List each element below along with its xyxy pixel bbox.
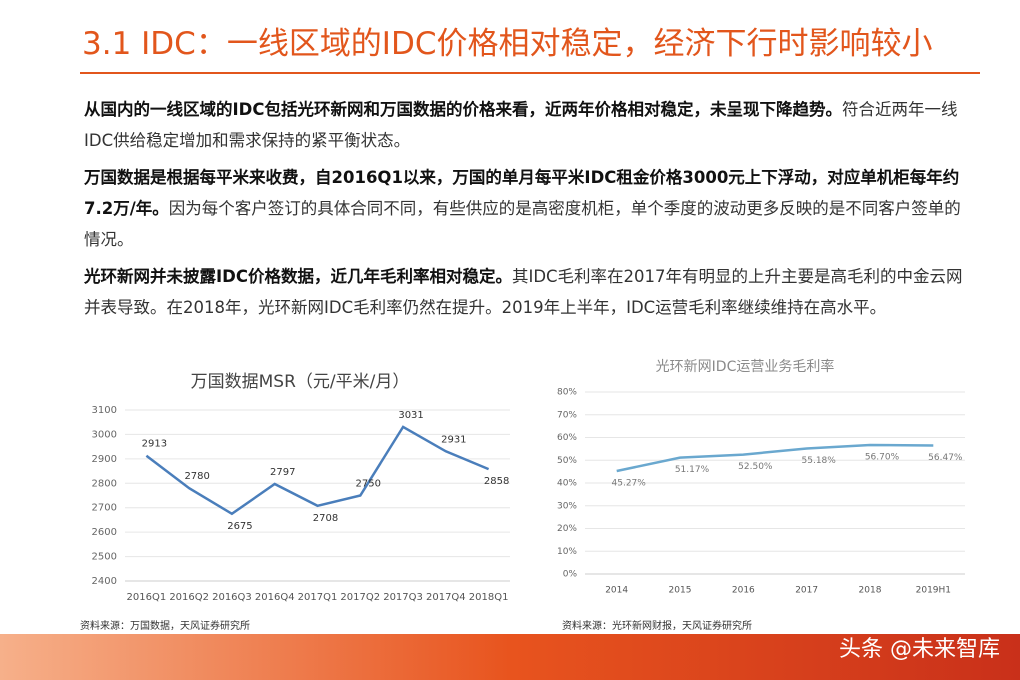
y-tick-label: 2500	[92, 552, 117, 563]
x-tick-label: 2017Q4	[426, 592, 466, 603]
x-tick-label: 2017Q3	[383, 592, 423, 603]
paragraph: 从国内的一线区域的IDC包括光环新网和万国数据的价格来看，近两年价格相对稳定，未…	[84, 94, 964, 156]
y-tick-label: 10%	[557, 547, 577, 557]
source-note: 资料来源：光环新网财报，天风证券研究所	[562, 619, 752, 632]
data-label: 52.50%	[738, 462, 773, 472]
y-tick-label: 3100	[92, 405, 117, 416]
y-tick-label: 0%	[563, 570, 578, 580]
y-tick-label: 50%	[557, 456, 577, 466]
y-tick-label: 20%	[557, 524, 577, 534]
x-tick-label: 2016Q4	[255, 592, 295, 603]
data-label: 55.18%	[802, 456, 837, 466]
data-label: 45.27%	[612, 479, 647, 489]
y-tick-label: 3000	[92, 429, 117, 440]
line-series	[145, 425, 490, 516]
x-tick-label: 2016Q1	[127, 592, 167, 603]
y-tick-label: 30%	[557, 501, 577, 511]
paragraph: 光环新网并未披露IDC价格数据，近几年毛利率相对稳定。其IDC毛利率在2017年…	[84, 261, 964, 323]
x-tick-label: 2016	[732, 586, 755, 596]
y-tick-label: 2400	[92, 576, 117, 587]
y-tick-label: 60%	[557, 433, 577, 443]
text: 符合近两年一线IDC供给稳定增加和需求保持的紧平衡状态。	[84, 100, 958, 150]
paragraph: 万国数据是根据每平米来收费，自2016Q1以来，万国的单月每平米IDC租金价格3…	[84, 162, 964, 255]
data-label: 2675	[227, 521, 252, 532]
x-tick-label: 2018Q1	[469, 592, 509, 603]
y-tick-label: 2600	[92, 527, 117, 538]
slide-title: 3.1 IDC：一线区域的IDC价格相对稳定，经济下行时影响较小	[82, 26, 933, 62]
y-tick-label: 2900	[92, 454, 117, 465]
x-tick-label: 2016Q3	[212, 592, 252, 603]
x-tick-label: 2019H1	[916, 586, 951, 596]
chart-title: 万国数据MSR（元/平米/月）	[191, 372, 410, 392]
data-label: 2913	[142, 439, 167, 450]
footer-band	[0, 634, 1020, 680]
data-label: 56.47%	[928, 453, 963, 463]
x-tick-label: 2014	[605, 586, 628, 596]
data-label: 2750	[356, 479, 381, 490]
x-tick-label: 2017Q2	[340, 592, 380, 603]
data-label: 51.17%	[675, 465, 710, 475]
data-label: 2931	[441, 434, 466, 445]
watermark: 头条 @未来智库	[839, 637, 1000, 662]
title-rule	[80, 72, 980, 74]
data-label: 2858	[484, 476, 509, 487]
x-tick-label: 2017Q1	[298, 592, 338, 603]
line-series	[616, 443, 934, 473]
y-tick-label: 2700	[92, 503, 117, 514]
bold-text: 万国数据是根据每平米来收费，自2016Q1以来，万国的单月每平米IDC租金价格3…	[84, 168, 960, 218]
data-label: 56.70%	[865, 453, 900, 463]
y-tick-label: 40%	[557, 479, 577, 489]
x-tick-label: 2018	[859, 586, 882, 596]
data-label: 2797	[270, 467, 295, 478]
y-tick-label: 80%	[557, 388, 577, 398]
data-label: 2780	[184, 471, 209, 482]
bold-text: 从国内的一线区域的IDC包括光环新网和万国数据的价格来看，近两年价格相对稳定，未…	[84, 100, 842, 119]
bold-text: 光环新网并未披露IDC价格数据，近几年毛利率相对稳定。	[84, 267, 512, 286]
y-tick-label: 70%	[557, 410, 577, 420]
text: 因为每个客户签订的具体合同不同，有些供应的是高密度机柜，单个季度的波动更多反映的…	[84, 199, 961, 249]
body-text: 从国内的一线区域的IDC包括光环新网和万国数据的价格来看，近两年价格相对稳定，未…	[84, 94, 964, 329]
source-note: 资料来源：万国数据，天风证券研究所	[80, 619, 250, 632]
text: 其IDC毛利率在2017年有明显的上升主要是高毛利的中金云网并表导致。在2018…	[84, 267, 963, 317]
x-tick-label: 2017	[795, 586, 818, 596]
data-label: 3031	[398, 410, 423, 421]
data-label: 2708	[313, 513, 338, 524]
chart-title: 光环新网IDC运营业务毛利率	[656, 358, 835, 375]
y-tick-label: 2800	[92, 478, 117, 489]
x-tick-label: 2015	[669, 586, 692, 596]
x-tick-label: 2016Q2	[169, 592, 209, 603]
